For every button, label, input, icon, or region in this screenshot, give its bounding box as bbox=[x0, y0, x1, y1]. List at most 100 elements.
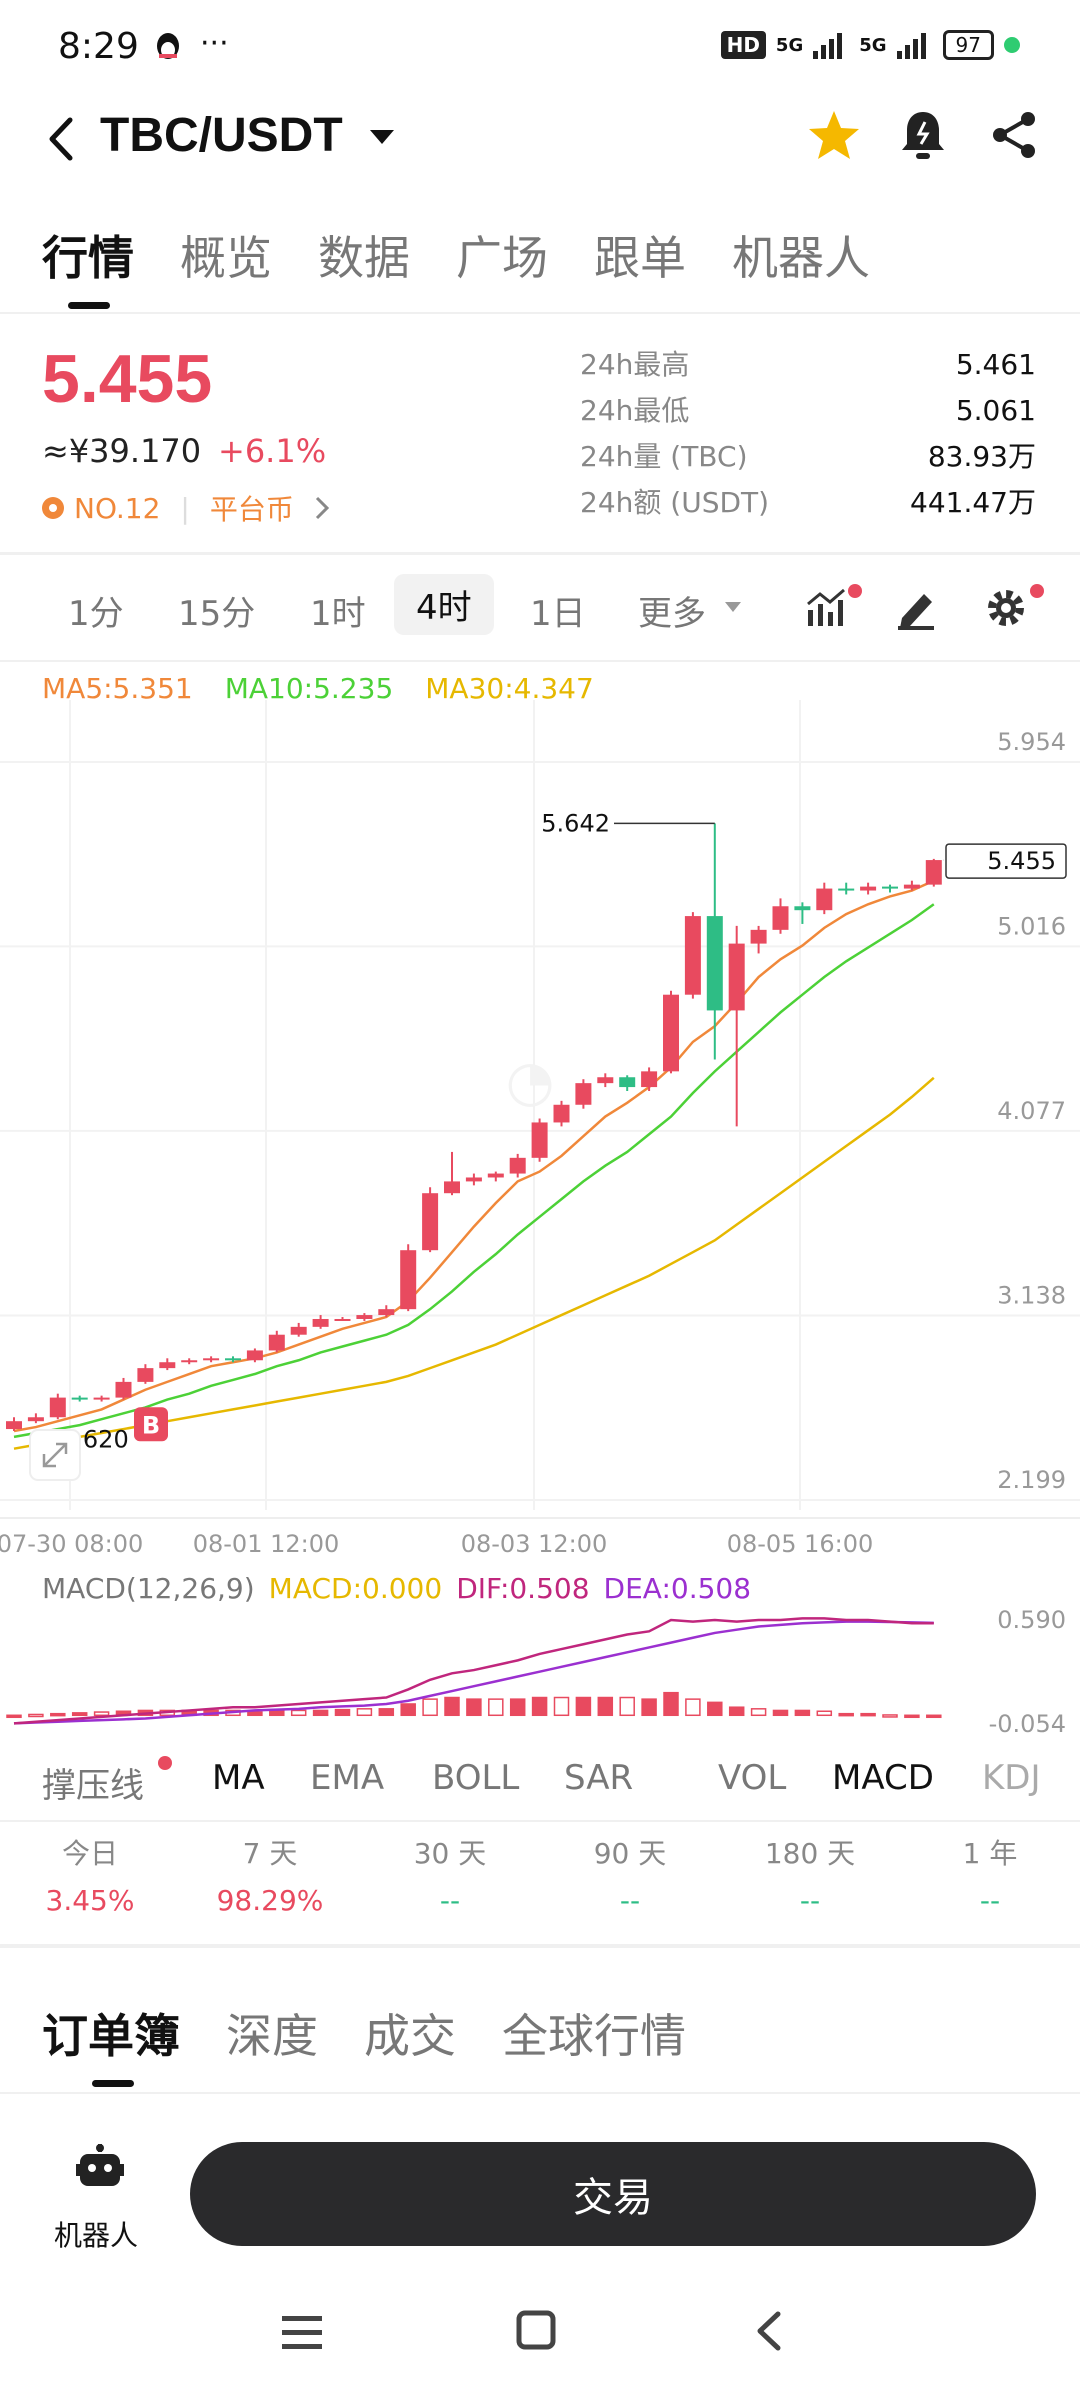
watermark-logo: ◔ bbox=[506, 1049, 555, 1114]
perf-value: -- bbox=[799, 1884, 821, 1917]
macd-histogram-bar bbox=[575, 1696, 592, 1717]
macd-histogram-bar bbox=[553, 1696, 570, 1717]
candle-body bbox=[663, 994, 679, 1072]
price-cny: ≈¥39.170 bbox=[42, 432, 202, 470]
indicator-vol[interactable]: VOL bbox=[718, 1758, 787, 1798]
rank-row[interactable]: NO.12 | 平台币 bbox=[42, 488, 332, 528]
ma10-line bbox=[13, 903, 935, 1439]
candle-body bbox=[706, 916, 723, 1011]
indicator-boll[interactable]: BOLL bbox=[432, 1758, 520, 1798]
orderbook-tabs: 订单簿 深度 成交 全球行情 bbox=[42, 2000, 686, 2066]
menu-icon[interactable] bbox=[282, 2314, 322, 2350]
buy-marker-label: B bbox=[142, 1411, 160, 1439]
candle-body bbox=[378, 1309, 395, 1316]
tab-data[interactable]: 数据 bbox=[318, 231, 410, 285]
ma10-label: MA10:5.235 bbox=[224, 672, 394, 705]
perf-value: -- bbox=[439, 1884, 461, 1917]
macd-histogram-bar bbox=[707, 1701, 723, 1717]
robot-label[interactable]: 机器人 bbox=[54, 2219, 139, 2252]
alert-bell-icon[interactable] bbox=[898, 108, 948, 164]
dif-line bbox=[13, 1617, 934, 1725]
robot-icon[interactable] bbox=[76, 2144, 124, 2192]
indicator-ma[interactable]: MA bbox=[212, 1758, 265, 1798]
interval-more[interactable]: 更多 bbox=[638, 594, 706, 634]
back-arrow-icon[interactable] bbox=[42, 114, 78, 164]
y-tick-label: 5.016 bbox=[997, 912, 1066, 940]
interval-1h[interactable]: 1时 bbox=[310, 594, 366, 634]
stat-label: 24h量 (TBC) bbox=[580, 440, 748, 473]
candlestick-chart[interactable]: 5.954 5.016 4.077 3.138 2.199 07-30 08:00 08-0… bbox=[0, 700, 1080, 1560]
indicator-support-resistance[interactable]: 撑压线 bbox=[42, 1766, 144, 1806]
candle-body bbox=[772, 906, 789, 930]
indicator-chart-icon[interactable] bbox=[806, 586, 846, 630]
divider bbox=[0, 312, 1080, 314]
interval-15m[interactable]: 15分 bbox=[178, 594, 256, 634]
performance-row: 今日 3.45% 7 天 98.29% 30 天 -- 90 天 -- 180 天 -- … bbox=[0, 1832, 1080, 1932]
perf-label: 180 天 bbox=[764, 1837, 856, 1870]
candle-body bbox=[6, 1421, 22, 1430]
interval-bar: 1分 15分 1时 4时 1日 更多 bbox=[0, 562, 1080, 658]
macd-histogram-bar bbox=[838, 1712, 854, 1717]
tab-copy-trade[interactable]: 跟单 bbox=[594, 231, 686, 285]
indicator-ema[interactable]: EMA bbox=[310, 1758, 385, 1798]
tab-orderbook[interactable]: 订单簿 bbox=[42, 2009, 180, 2063]
x-tick-label: 08-01 12:00 bbox=[193, 1530, 340, 1558]
macd-histogram-bar bbox=[71, 1712, 88, 1717]
stats-panel: 24h最高 5.461 24h最低 5.061 24h量 (TBC) 83.93万 2… bbox=[580, 342, 1036, 526]
tab-market[interactable]: 行情 bbox=[42, 231, 134, 285]
candle-body bbox=[531, 1122, 548, 1158]
interval-1m[interactable]: 1分 bbox=[68, 594, 124, 634]
ma30-label: MA30:4.347 bbox=[425, 672, 594, 705]
perf-value: 3.45% bbox=[45, 1884, 135, 1917]
interval-1d[interactable]: 1日 bbox=[530, 594, 586, 634]
macd-histogram-bar bbox=[794, 1709, 811, 1717]
candle-body bbox=[465, 1177, 482, 1182]
indicator-kdj[interactable]: KDJ bbox=[982, 1758, 1041, 1798]
y-tick-label: 5.954 bbox=[997, 728, 1066, 756]
candle-body bbox=[159, 1362, 176, 1369]
macd-histogram-bar bbox=[509, 1698, 526, 1717]
tab-trades[interactable]: 成交 bbox=[364, 2009, 456, 2063]
indicator-sar[interactable]: SAR bbox=[564, 1758, 634, 1798]
candle-body bbox=[290, 1326, 307, 1335]
candle-body bbox=[137, 1368, 154, 1382]
macd-histogram-bar bbox=[882, 1714, 898, 1718]
perf-value: -- bbox=[619, 1884, 641, 1917]
candle-body bbox=[268, 1334, 285, 1351]
candle-body bbox=[619, 1077, 636, 1088]
buy-marker-icon bbox=[134, 1407, 168, 1442]
macd-histogram-bar bbox=[904, 1714, 920, 1719]
divider bbox=[0, 660, 1080, 662]
macd-histogram-bar bbox=[466, 1698, 482, 1717]
tab-overview[interactable]: 概览 bbox=[180, 231, 272, 285]
macd-value: MACD:0.000 bbox=[268, 1572, 443, 1605]
divider bbox=[0, 2092, 1080, 2094]
perf-label: 90 天 bbox=[593, 1837, 667, 1870]
home-icon[interactable] bbox=[516, 2310, 556, 2350]
signal-5g-1: 5G bbox=[775, 34, 804, 56]
candle-body bbox=[27, 1417, 44, 1422]
trade-button[interactable]: 交易 bbox=[190, 2142, 1036, 2246]
draw-pen-icon[interactable] bbox=[896, 586, 936, 630]
app-header: TBC/USDT bbox=[0, 100, 1080, 210]
interval-4h[interactable]: 4时 bbox=[394, 574, 494, 635]
candle-body bbox=[816, 888, 833, 911]
pair-title[interactable]: TBC/USDT bbox=[100, 109, 343, 162]
tab-square[interactable]: 广场 bbox=[456, 231, 548, 285]
tab-robot[interactable]: 机器人 bbox=[732, 231, 870, 285]
x-tick-label: 08-05 16:00 bbox=[727, 1530, 874, 1558]
caret-down-icon[interactable] bbox=[368, 126, 396, 146]
tab-depth[interactable]: 深度 bbox=[226, 2009, 318, 2063]
gear-icon[interactable] bbox=[986, 586, 1030, 630]
macd-histogram-bar bbox=[312, 1709, 329, 1717]
star-icon[interactable] bbox=[806, 108, 862, 164]
share-icon[interactable] bbox=[990, 110, 1040, 160]
battery-icon: 97 bbox=[942, 30, 994, 60]
candle-body bbox=[115, 1381, 132, 1398]
stat-value: 5.061 bbox=[955, 394, 1036, 427]
back-nav-icon[interactable] bbox=[754, 2310, 784, 2352]
qq-icon bbox=[157, 33, 179, 59]
tab-global-market[interactable]: 全球行情 bbox=[502, 2009, 686, 2063]
indicator-macd[interactable]: MACD bbox=[832, 1758, 934, 1798]
macd-histogram-bar bbox=[356, 1708, 373, 1717]
